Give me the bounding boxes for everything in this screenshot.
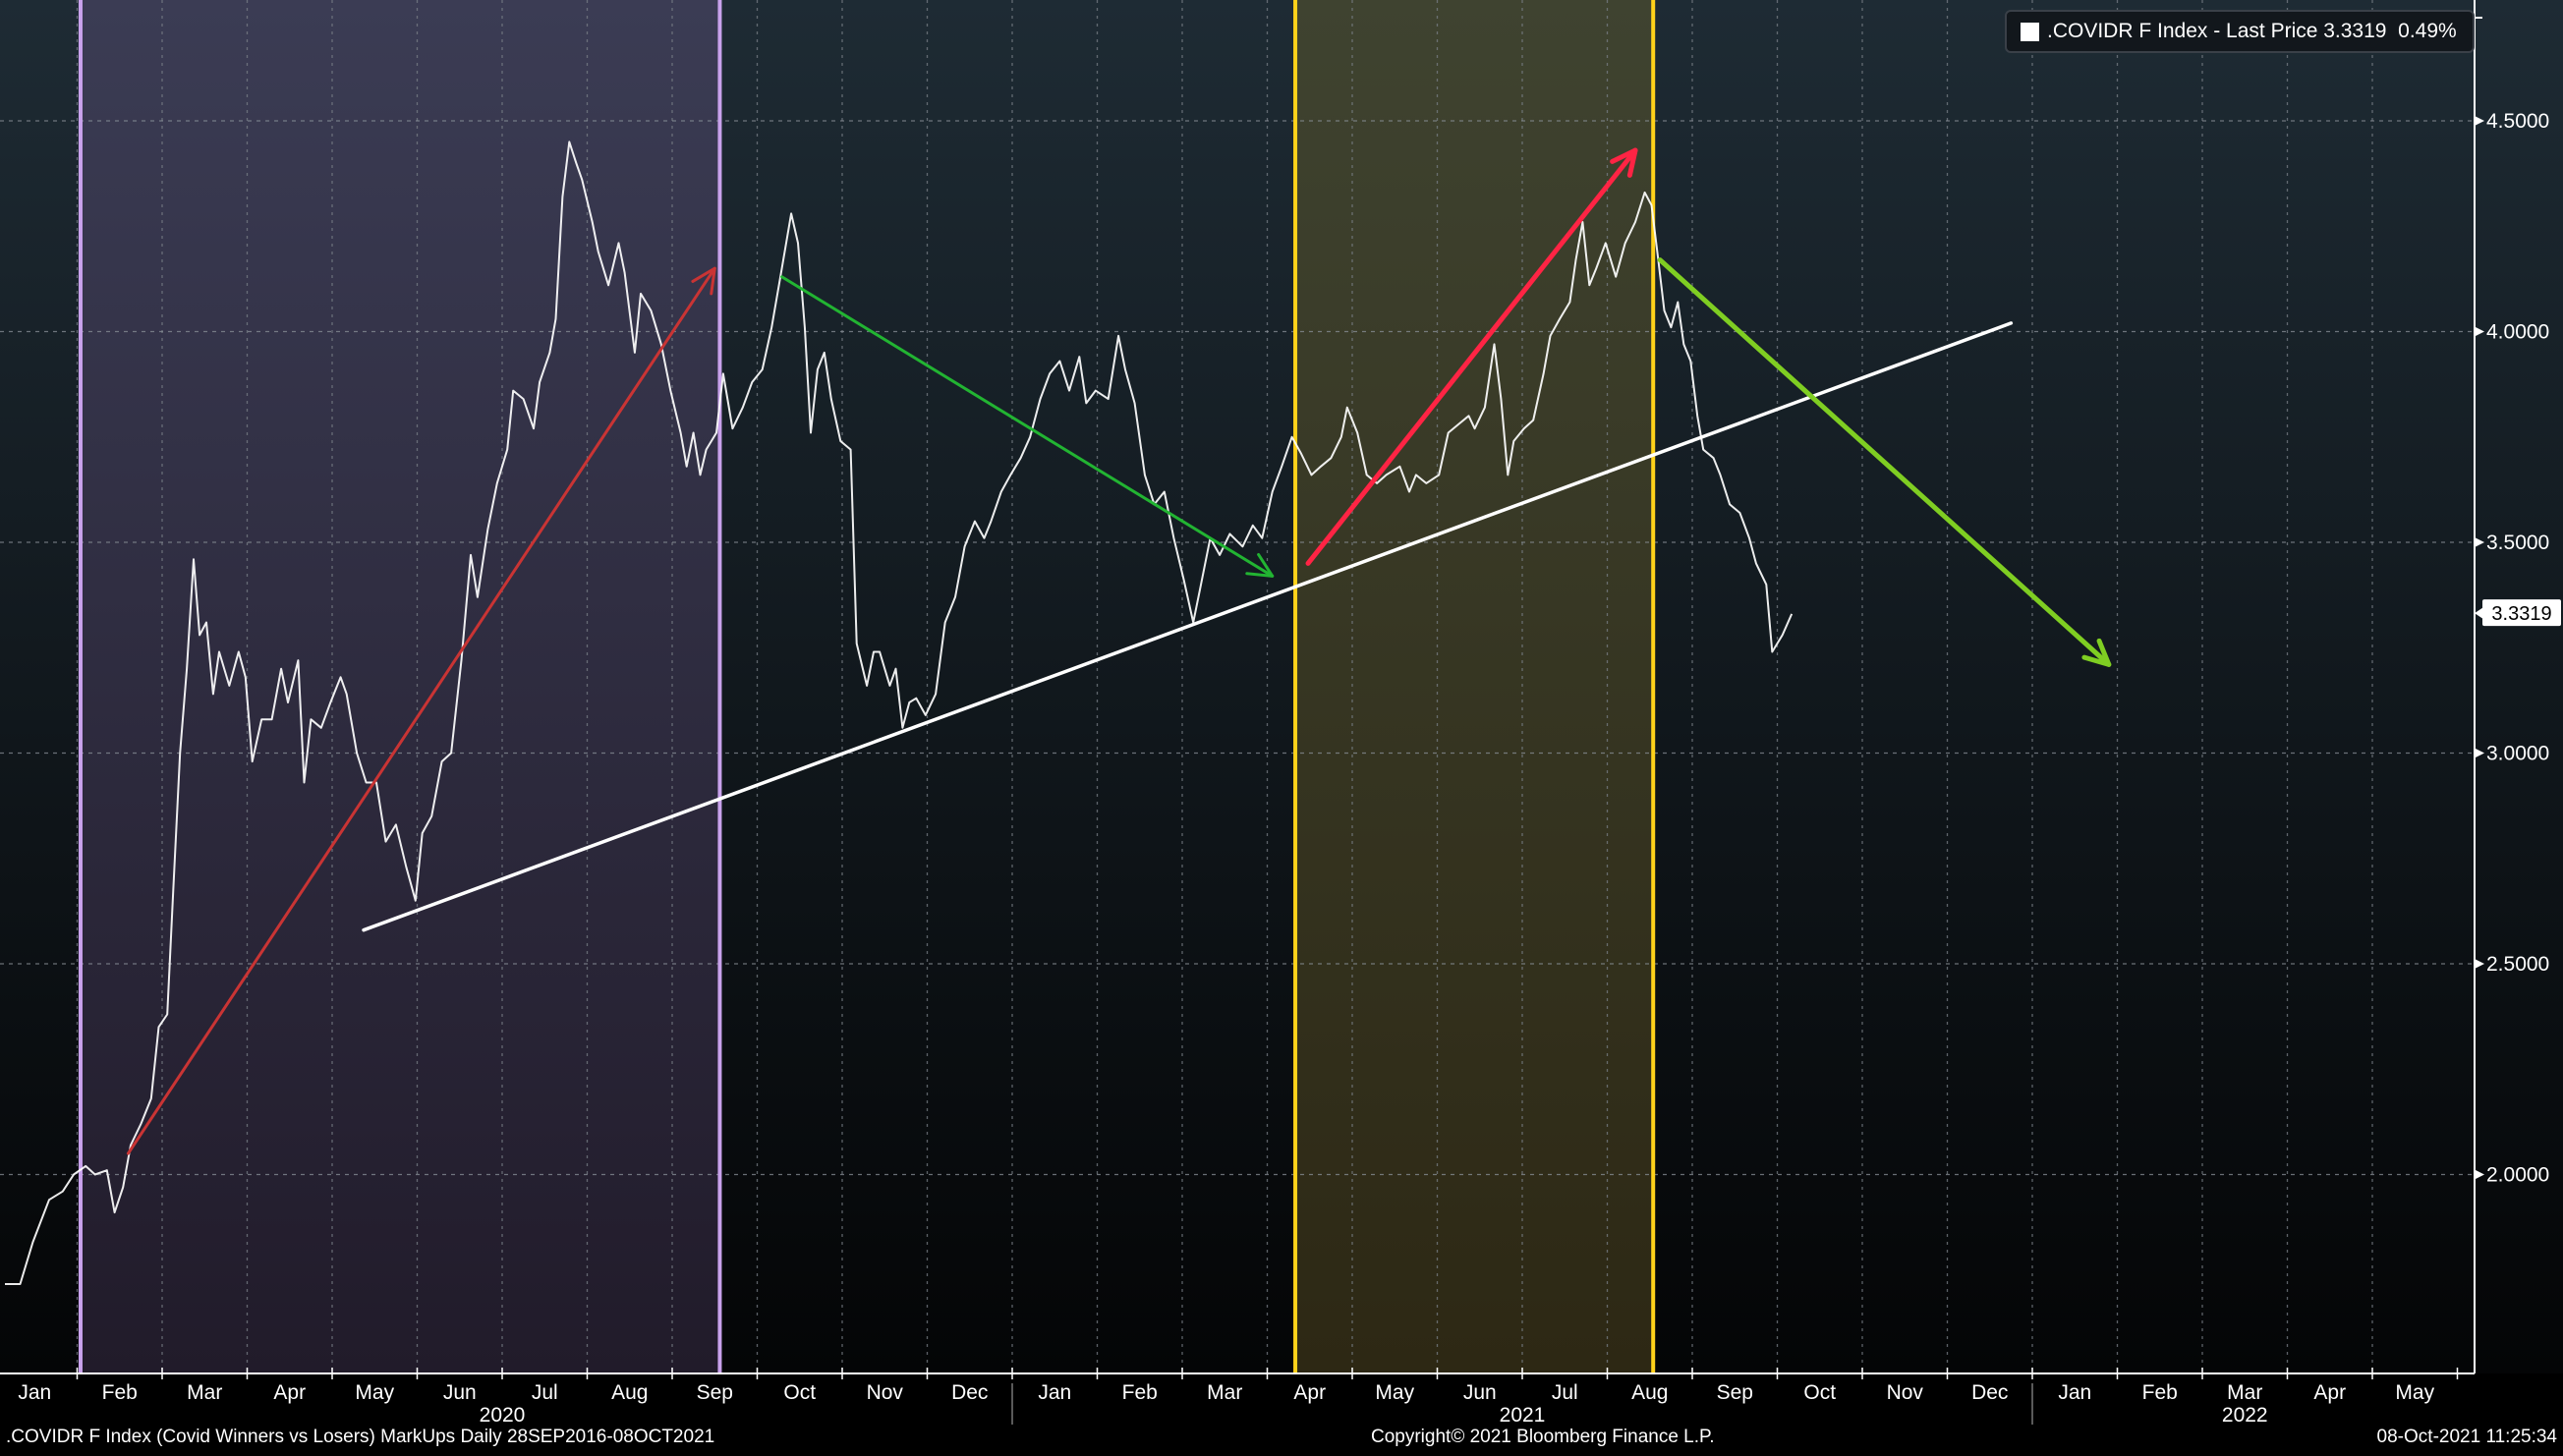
red-uptrend-arrow-2021-head [1610,147,1638,178]
month-label: Oct [783,1381,816,1404]
last-price-tag-pointer [2475,607,2483,620]
red-uptrend-arrow-2020-head [691,266,716,296]
red-uptrend-arrow-2021-shaft [1305,147,1638,566]
month-label: Jan [1038,1381,1071,1404]
month-label: Sep [1717,1381,1753,1404]
green-downtrend-arrow-2020-shaft [780,275,1275,578]
month-label: Jun [1463,1381,1497,1404]
legend: .COVIDR F Index - Last Price 3.3319 0.49… [2005,10,2475,53]
year-label: 2021 [1500,1404,1546,1427]
month-label: Mar [2227,1381,2262,1404]
lime-downtrend-arrow-2021-head [2081,638,2112,667]
green-downtrend-arrow-2020 [780,275,1275,578]
month-label: Aug [1631,1381,1668,1404]
month-label: Jan [18,1381,51,1404]
month-label: May [2395,1381,2434,1404]
legend-swatch [2021,22,2039,41]
month-label: Apr [2313,1381,2346,1404]
y-axis-background [2475,0,2563,1373]
last-price-tag [2482,599,2561,627]
y-tick-label: 2.0000 [2486,1164,2549,1187]
price-series-line [5,140,1794,1285]
last-price-label: 3.3319 [2491,603,2551,625]
month-label: Feb [1122,1381,1158,1404]
y-tick-label: 3.5000 [2486,532,2549,554]
month-label: May [1375,1381,1414,1404]
month-label: Jul [532,1381,558,1404]
y-tick-marker [2475,1169,2484,1180]
month-label: Oct [1803,1381,1836,1404]
month-label: Feb [102,1381,138,1404]
year-label: 2020 [480,1404,526,1427]
month-label: Dec [1971,1381,2008,1404]
white-support-trendline-shaft [362,321,2014,932]
copyright: Copyright© 2021 Bloomberg Finance L.P. [1371,1427,1715,1447]
purple-band [80,0,720,1373]
y-tick-label: 4.5000 [2486,110,2549,133]
x-axis-background [0,1373,2563,1456]
legend-label: .COVIDR F Index - Last Price 3.3319 0.49… [2047,20,2457,42]
timestamp: 08-Oct-2021 11:25:34 [2376,1427,2557,1447]
y-tick-label: 3.0000 [2486,743,2549,765]
lime-downtrend-arrow-2021 [1657,257,2112,667]
month-label: Jun [443,1381,477,1404]
month-label: Jan [2058,1381,2091,1404]
y-tick-marker [2475,326,2484,337]
yellow-band [1295,0,1654,1373]
month-label: Dec [951,1381,988,1404]
y-tick-label: 2.5000 [2486,953,2549,976]
month-label: Nov [867,1381,904,1404]
red-uptrend-arrow-2020-shaft [126,266,716,1155]
month-label: May [355,1381,394,1404]
y-tick-label: 4.0000 [2486,321,2549,344]
y-tick-marker [2475,537,2484,547]
month-label: Apr [273,1381,306,1404]
red-uptrend-arrow-2021 [1305,147,1638,566]
y-tick-marker [2475,116,2484,126]
y-tick-marker [2475,959,2484,969]
year-label: 2022 [2222,1404,2268,1427]
month-label: Jul [1552,1381,1578,1404]
y-tick-marker [2475,748,2484,758]
chart-title-footer: .COVIDR F Index (Covid Winners vs Losers… [6,1427,715,1447]
red-uptrend-arrow-2020 [126,266,716,1155]
green-downtrend-arrow-2020-head [1245,552,1275,578]
white-support-trendline [362,321,2014,932]
month-label: Mar [187,1381,222,1404]
month-label: Apr [1293,1381,1326,1404]
month-label: Feb [2142,1381,2178,1404]
month-label: Nov [1887,1381,1924,1404]
month-label: Sep [697,1381,733,1404]
month-label: Mar [1207,1381,1242,1404]
lime-downtrend-arrow-2021-shaft [1657,257,2112,667]
month-label: Aug [611,1381,648,1404]
